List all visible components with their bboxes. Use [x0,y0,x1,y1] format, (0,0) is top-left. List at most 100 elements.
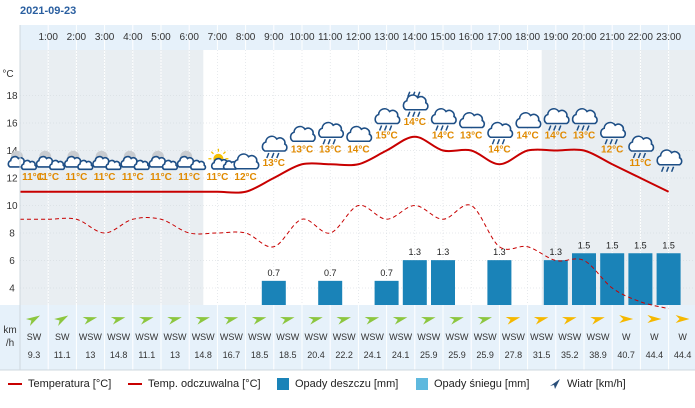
rain-label: 1.3 [437,247,450,257]
wind-direction: W [622,332,631,342]
wind-direction: WSW [192,332,215,342]
wind-arrow-icon [590,316,605,325]
temp-label: 14°C [488,144,510,155]
wind-arrow-icon [562,316,577,325]
hour-label: 8:00 [236,32,256,43]
wind-speed: 40.7 [617,350,635,360]
rain-drops [548,125,562,131]
wind-direction: WSW [530,332,553,342]
legend-temp: Temperatura [°C] [8,378,111,390]
temp-label: 15°C [375,131,397,142]
wind-speed: 13 [170,350,180,360]
rain-label: 1.5 [578,240,591,250]
wind-speed: 18.5 [279,350,297,360]
hour-label: 20:00 [571,32,596,43]
rain-label: 0.7 [380,268,393,278]
wind-speed: 25.9 [420,350,438,360]
temp-label: 13°C [460,131,482,142]
sun-ray [222,151,226,155]
legend-feels-swatch [128,383,142,385]
hour-label: 7:00 [208,32,228,43]
hour-label: 19:00 [543,32,568,43]
wind-direction: SW [27,332,42,342]
wind-speed: 14.8 [194,350,212,360]
cloud-rain-icon [656,149,683,166]
sun-ray [210,151,214,155]
hour-label: 5:00 [151,32,171,43]
wind-unit-bg [0,305,20,370]
rain-label: 1.3 [550,247,563,257]
rain-bar [543,260,568,305]
wind-direction: WSW [164,332,187,342]
y-tick-label: 14 [6,146,18,157]
wind-direction: W [678,332,687,342]
temp-label: 13°C [319,144,341,155]
temp-label: 13°C [573,131,595,142]
wind-speed: 24.1 [364,350,382,360]
legend-snow-label: Opady śniegu [mm] [434,378,530,390]
wind-speed: 14.8 [110,350,128,360]
legend-wind-label: Wiatr [km/h] [567,378,626,390]
legend-temp-swatch [8,383,22,385]
cloud-icon [20,159,38,171]
wind-speed: 18.5 [251,350,269,360]
wind-arrow-icon [223,316,239,325]
rain-drops [491,138,506,145]
wind-arrow-icon [251,316,267,325]
hour-label: 2:00 [67,32,87,43]
wind-arrow-icon [619,315,634,323]
hour-label: 3:00 [95,32,115,43]
temp-label: 11°C [22,172,44,183]
temp-label: 14°C [516,131,538,142]
wind-direction: WSW [220,332,243,342]
rain-drops [407,111,421,118]
hour-label: 14:00 [402,32,427,43]
y-axis-unit: °C [2,69,13,80]
wind-speed: 11.1 [54,350,71,360]
temp-label: 11°C [37,172,59,183]
wind-arrow-icon [308,316,323,325]
wind-direction: SW [55,332,70,342]
wind-arrow-icon [195,316,210,325]
wind-direction: WSW [502,332,525,342]
cloud-icon [289,125,316,143]
temp-label: 11°C [122,172,144,183]
wind-direction: WSW [587,332,610,342]
rain-label: 0.7 [268,268,281,278]
wind-arrow-icon [550,379,560,389]
legend-wind: Wiatr [km/h] [549,378,626,390]
y-tick-label: 10 [6,201,18,212]
cloud-icon [515,112,542,129]
temp-label: 11°C [207,172,229,183]
wind-speed: 25.9 [448,350,466,360]
wind-direction: W [650,332,659,342]
hour-label: 15:00 [430,32,455,43]
hour-label: 23:00 [656,32,681,43]
rain-bar [572,253,596,305]
rain-bar [656,253,681,305]
legend-snow: Opady śniegu [mm] [416,378,529,390]
rain-drops [660,166,675,173]
rain-bar [402,260,427,305]
hour-label: 6:00 [179,32,199,43]
wind-speed: 31.5 [533,350,551,360]
wind-direction: WSW [446,332,469,342]
cloud-rain-icon [487,121,514,139]
cloud-icon [48,159,66,171]
wind-arrow-icon [392,316,408,325]
wind-speed: 9.3 [28,350,41,360]
temp-label: 14°C [432,131,454,142]
cloud-rain-icon [318,121,345,139]
hour-label: 4:00 [123,32,143,43]
date-label: 2021-09-23 [20,5,77,17]
wind-direction: WSW [79,332,102,342]
legend-rain-label: Opady deszczu [mm] [295,378,399,390]
cloud-rain-icon [600,121,627,139]
legend-feels: Temp. odczuwalna [°C] [128,378,261,390]
wind-speed: 27.8 [505,350,523,360]
wind-direction: WSW [107,332,130,342]
wind-arrow-icon [54,315,69,326]
wind-speed: 22.2 [335,350,353,360]
legend-temp-label: Temperatura [°C] [28,378,112,390]
wind-direction: WSW [305,332,328,342]
